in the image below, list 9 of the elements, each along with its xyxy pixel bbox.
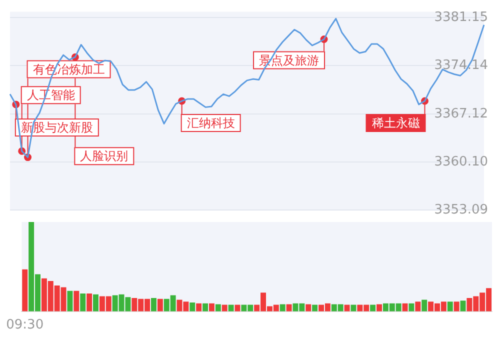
x-tick-label: 09:30 [6, 318, 44, 333]
y-tick-label: 3381.15 [434, 10, 488, 26]
y-tick-label: 3353.09 [434, 202, 488, 218]
annotation: 景点及旅游 [259, 53, 320, 68]
annotation: 人脸识别 [80, 149, 128, 164]
y-tick-label: 3367.12 [434, 106, 488, 122]
annotation: 稀土永磁 [372, 116, 420, 130]
y-tick-label: 3360.10 [434, 154, 488, 170]
annotation: 汇纳科技 [186, 116, 235, 130]
